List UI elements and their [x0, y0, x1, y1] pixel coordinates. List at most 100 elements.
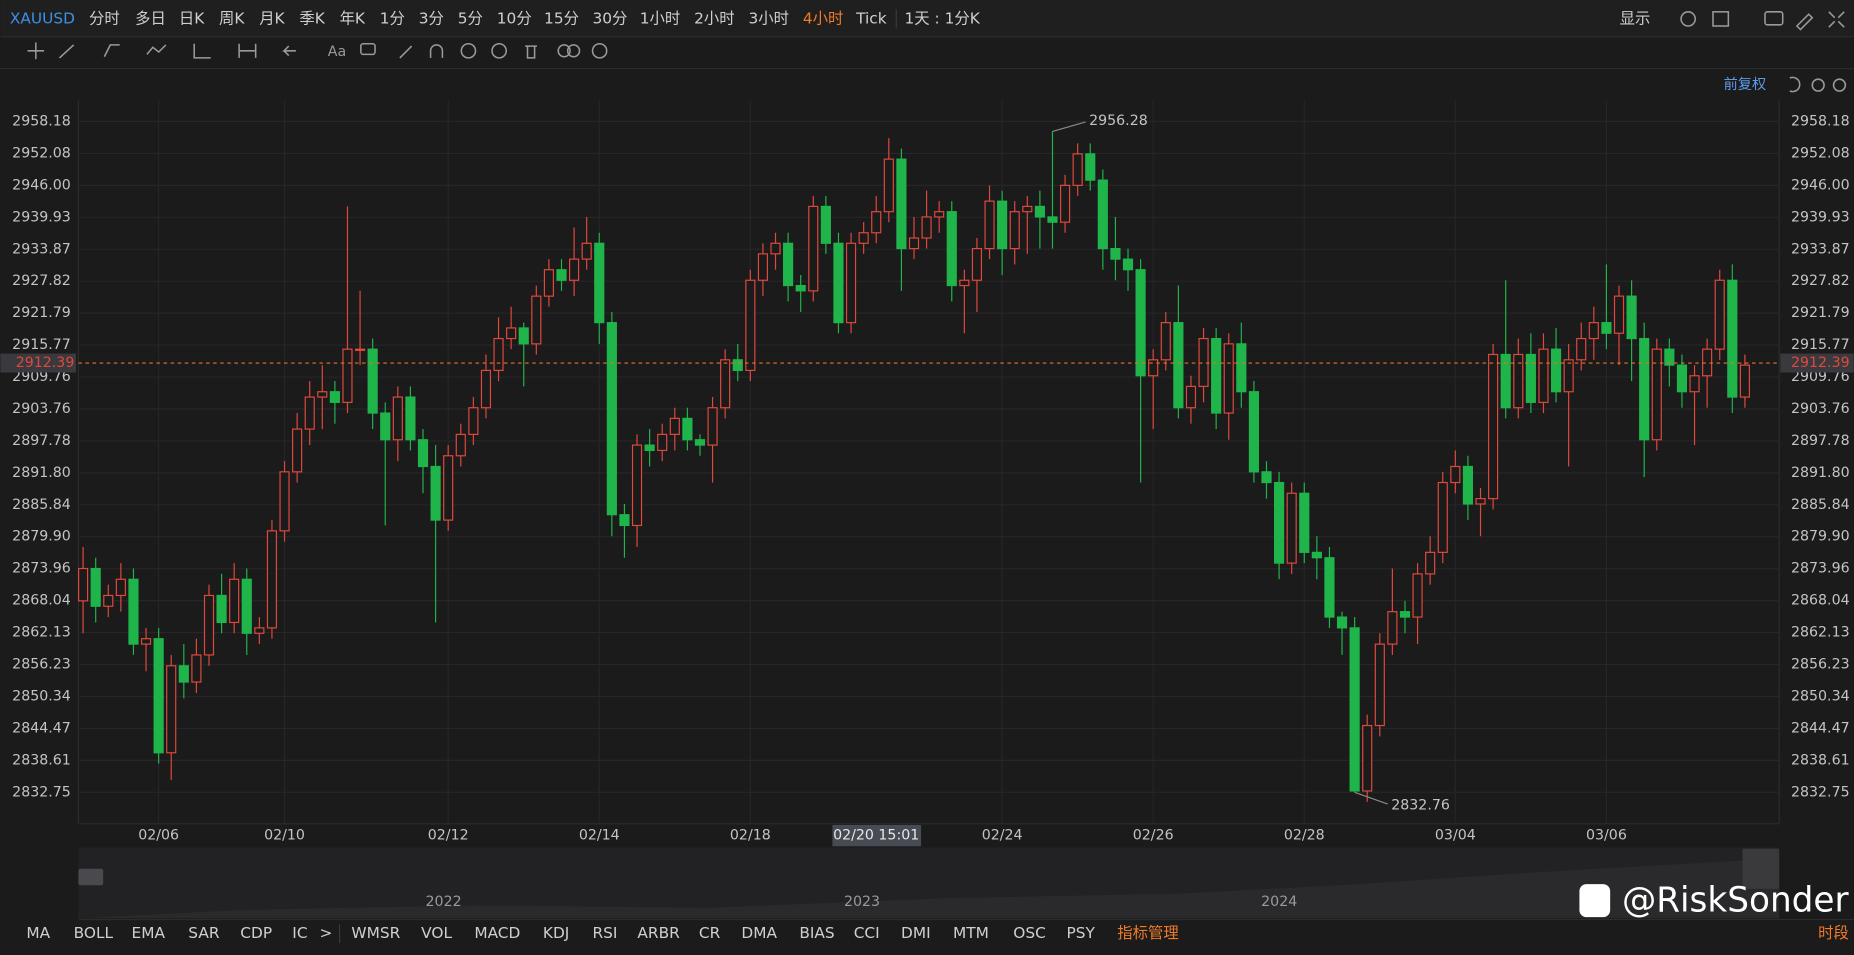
zoom-in-icon[interactable] [1832, 78, 1847, 92]
note-icon[interactable] [360, 42, 376, 56]
period-button[interactable]: 季K [299, 9, 325, 27]
indicator-tab[interactable]: CR [699, 924, 721, 942]
text-tool[interactable]: Aa [328, 44, 346, 60]
indicator-tab[interactable]: MACD [474, 924, 520, 942]
indicator-tab[interactable]: SAR [188, 924, 220, 942]
indicator-tab[interactable]: DMA [741, 924, 777, 942]
period-button[interactable]: 多日 [135, 9, 166, 27]
navigator-grip[interactable] [78, 868, 104, 886]
y-tick-label-right: 2903.76 [1791, 401, 1850, 417]
indicator-tab[interactable]: DMI [901, 924, 931, 942]
symbol[interactable]: XAUUSD [10, 9, 75, 27]
drawing-tools[interactable] [27, 11, 1847, 93]
edit-icon[interactable] [1795, 13, 1814, 31]
hide-icon[interactable] [491, 42, 508, 59]
pen-icon[interactable] [399, 45, 413, 59]
y-tick-label: 2909.76 [12, 369, 71, 385]
display-menu[interactable]: 显示 [1620, 9, 1651, 27]
fullscreen-icon[interactable] [1828, 11, 1845, 28]
period-button[interactable]: 周K [219, 9, 245, 27]
period-button[interactable]: 年K [340, 9, 366, 27]
period-button[interactable]: 10分 [497, 9, 532, 27]
candle-body [1513, 353, 1524, 409]
y-tick-label-right: 2891.80 [1791, 465, 1850, 481]
settings-icon[interactable] [591, 42, 608, 59]
indicator-tab[interactable]: CCI [854, 924, 880, 942]
indicator-tab[interactable]: KDJ [543, 924, 569, 942]
candle-body [203, 594, 215, 656]
compare-icon[interactable] [557, 44, 571, 58]
delete-icon[interactable] [525, 45, 537, 59]
channel-icon[interactable] [103, 44, 120, 58]
candle-body [556, 269, 567, 281]
indicator-tab[interactable]: ARBR [637, 924, 680, 942]
indicator-tab[interactable]: BIAS [799, 924, 834, 942]
indicator-tab[interactable]: PSY [1066, 924, 1095, 942]
compare-icon[interactable] [566, 44, 581, 58]
camera-icon[interactable] [1764, 11, 1784, 26]
annotation-leader [1354, 791, 1388, 805]
reset-icon[interactable] [1789, 76, 1801, 93]
indicator-tab[interactable]: BOLL [74, 924, 114, 942]
arrow-icon[interactable] [282, 45, 296, 57]
magnet-icon[interactable] [429, 44, 444, 58]
candle-body [354, 348, 366, 351]
y-tick-label: 2897.78 [12, 433, 71, 449]
period-button[interactable]: 15分 [544, 9, 579, 27]
x-tick-label: 02/14 [579, 828, 620, 844]
period-button[interactable]: 3分 [419, 9, 444, 27]
indicator-tab[interactable]: CDP [240, 924, 272, 942]
settings-icon[interactable] [1680, 11, 1697, 27]
candle-body [921, 216, 932, 239]
period-button[interactable]: 3小时 [749, 9, 790, 27]
indicator-tab[interactable]: EMA [132, 924, 166, 942]
indicator-tab[interactable]: VOL [421, 924, 452, 942]
layout-icon[interactable] [1712, 11, 1730, 27]
y-tick-label: 2958.18 [12, 113, 71, 129]
measure-icon[interactable] [238, 43, 257, 58]
adjust-mode[interactable]: 前复权 [1724, 76, 1767, 93]
candle-body [1576, 337, 1587, 361]
candle-body [367, 348, 378, 414]
candle-body [1211, 337, 1222, 414]
indicator-tab[interactable]: OSC [1013, 924, 1046, 942]
lock-icon[interactable] [460, 42, 477, 59]
period-button[interactable]: 2小时 [694, 9, 735, 27]
y-tick-label: 2939.93 [12, 209, 71, 225]
y-tick-label: 2873.96 [12, 561, 71, 577]
y-tick-label-right: 2897.78 [1791, 433, 1850, 449]
y-tick-label: 2915.77 [12, 337, 71, 353]
period-button[interactable]: 5分 [458, 9, 483, 27]
period-button[interactable]: Tick [855, 9, 887, 27]
candle-body [1173, 322, 1184, 409]
period-button[interactable]: 日K [179, 9, 205, 27]
candle-body [1387, 611, 1398, 645]
period-button[interactable]: 月K [259, 9, 285, 27]
indicator-tab[interactable]: > [319, 924, 332, 942]
indicator-tab[interactable]: MTM [953, 924, 989, 942]
candle-body [216, 594, 227, 624]
candle-body [1072, 153, 1083, 186]
period-button[interactable]: 30分 [593, 9, 628, 27]
period-button[interactable]: 4小时 [803, 9, 844, 27]
session[interactable]: 时段 [1818, 924, 1849, 942]
line-icon[interactable] [58, 44, 75, 59]
period-button[interactable]: 1分 [380, 9, 405, 27]
indicator-manager[interactable]: 指标管理 [1117, 924, 1178, 942]
navigator-handle[interactable] [1742, 848, 1780, 889]
fib-icon[interactable] [193, 43, 211, 59]
y-tick-label: 2850.34 [12, 688, 71, 704]
last-price-box [0, 353, 77, 373]
zoom-out-icon[interactable] [1811, 78, 1825, 92]
candle-body [1437, 481, 1448, 553]
indicator-tab[interactable]: WMSR [351, 924, 400, 942]
range-selector[interactable]: 1天 : 1分K [905, 9, 981, 27]
wave-icon[interactable] [146, 44, 167, 55]
period-button[interactable]: 分时 [89, 9, 120, 27]
move-icon[interactable] [27, 42, 45, 60]
period-button[interactable]: 1小时 [640, 9, 681, 27]
indicator-tab[interactable]: IC [292, 924, 307, 942]
crosshair-label: 02/20 15:01 [833, 828, 919, 844]
indicator-tab[interactable]: MA [26, 924, 50, 942]
indicator-tab[interactable]: RSI [593, 924, 618, 942]
